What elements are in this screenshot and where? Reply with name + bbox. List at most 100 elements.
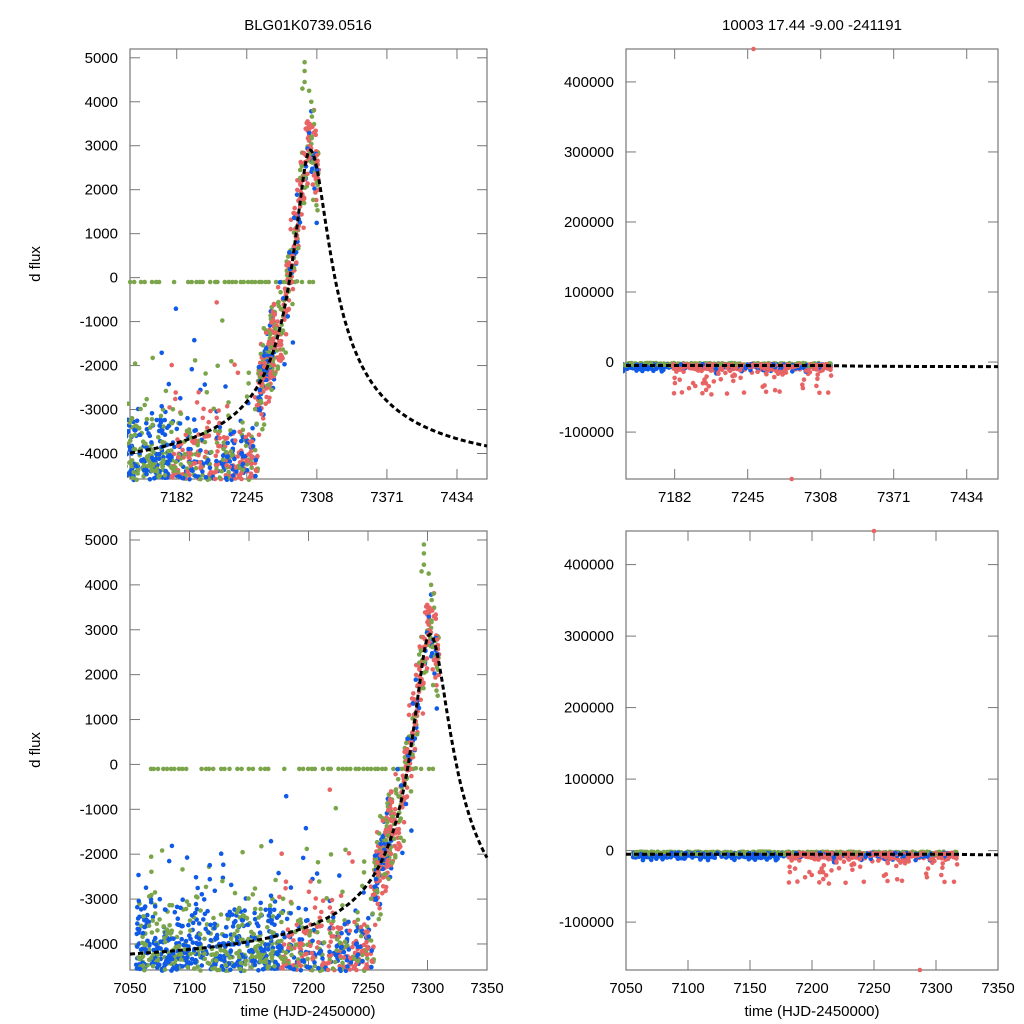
data-point-series_b bbox=[212, 921, 217, 927]
y-tick-label: -1000 bbox=[80, 801, 118, 818]
data-point-series_a bbox=[328, 852, 334, 857]
data-point-series_b bbox=[231, 920, 237, 925]
data-point-series_b bbox=[578, 363, 583, 368]
data-point-series_a bbox=[223, 449, 229, 455]
data-point-series_b bbox=[360, 958, 365, 964]
data-point-series_c bbox=[317, 915, 323, 921]
data-point-series_a bbox=[538, 364, 543, 369]
data-point-series_b bbox=[228, 882, 234, 888]
data-point-series_b bbox=[201, 917, 206, 922]
data-point-series_a bbox=[545, 361, 550, 366]
data-point-series_b bbox=[265, 947, 271, 952]
data-point-series_b bbox=[536, 363, 541, 368]
data-point-series_a bbox=[385, 833, 391, 838]
data-point-series_a bbox=[101, 280, 106, 285]
data-point-series_a bbox=[40, 469, 45, 474]
data-point-series_b bbox=[552, 364, 557, 369]
data-point-series_b bbox=[193, 901, 199, 907]
data-point-series_a bbox=[370, 911, 376, 916]
data-point-series_b bbox=[89, 470, 94, 475]
data-point-series_a bbox=[62, 441, 67, 446]
data-point-series_a bbox=[198, 476, 203, 482]
data-point-series_c bbox=[828, 373, 834, 378]
data-point-series_b bbox=[600, 364, 605, 369]
data-point-series_b bbox=[595, 366, 600, 371]
data-point-series_a bbox=[204, 922, 210, 927]
data-point-series_b bbox=[108, 466, 113, 471]
data-point-series_c bbox=[237, 429, 242, 435]
data-point-series_a bbox=[570, 363, 575, 368]
data-point-series_a bbox=[536, 362, 541, 367]
data-point-series_a bbox=[560, 363, 565, 368]
data-point-series_a bbox=[258, 906, 263, 912]
data-point-series_a bbox=[583, 363, 588, 368]
plot-frame bbox=[129, 530, 488, 971]
data-point-series_c bbox=[305, 135, 311, 141]
data-point-series_b bbox=[271, 907, 277, 913]
data-point-series_c bbox=[255, 453, 260, 459]
data-point-series_a bbox=[222, 279, 228, 285]
data-point-series_c bbox=[716, 370, 721, 376]
data-point-series_a bbox=[552, 362, 557, 367]
data-point-series_c bbox=[732, 372, 737, 378]
data-point-series_c bbox=[290, 286, 296, 292]
data-point-series_a bbox=[252, 279, 258, 285]
data-point-series_b bbox=[339, 944, 344, 950]
data-point-series_a bbox=[146, 923, 152, 928]
data-point-series_a bbox=[197, 932, 203, 937]
data-point-series_b bbox=[58, 477, 63, 482]
data-point-series_a bbox=[545, 362, 550, 367]
data-point-series_b bbox=[43, 459, 48, 464]
data-point-series_c bbox=[388, 824, 393, 829]
data-point-series_a bbox=[567, 363, 572, 368]
x-tick-label: 7308 bbox=[300, 489, 333, 506]
data-point-series_b bbox=[60, 444, 65, 449]
data-point-series_a bbox=[134, 424, 139, 429]
data-point-series_a bbox=[558, 361, 563, 366]
data-point-series_a bbox=[207, 279, 213, 285]
data-point-series_a bbox=[104, 462, 109, 467]
data-point-series_a bbox=[617, 363, 622, 368]
data-point-series_a bbox=[328, 766, 334, 772]
data-point-series_a bbox=[200, 279, 205, 285]
data-point-series_a bbox=[170, 407, 176, 412]
data-point-series_a bbox=[119, 472, 124, 477]
data-point-series_a bbox=[108, 467, 113, 472]
data-point-series_a bbox=[300, 925, 305, 930]
data-point-series_a bbox=[401, 838, 407, 844]
data-point-series_c bbox=[298, 189, 303, 194]
data-point-series_b bbox=[272, 922, 277, 928]
data-point-series_c bbox=[208, 469, 214, 475]
data-point-series_c bbox=[694, 362, 699, 368]
data-point-series_c bbox=[421, 680, 426, 686]
data-point-series_b bbox=[580, 362, 585, 367]
data-point-series_b bbox=[586, 365, 591, 370]
data-point-series_a bbox=[578, 363, 583, 368]
data-point-series_a bbox=[77, 378, 82, 383]
data-point-series_a bbox=[140, 953, 146, 959]
data-point-series_a bbox=[127, 471, 128, 475]
data-point-series_a bbox=[565, 363, 570, 368]
data-point-series_c bbox=[372, 922, 378, 928]
data-point-series_a bbox=[543, 361, 548, 366]
data-point-series_a bbox=[214, 951, 219, 956]
data-point-series_a bbox=[203, 884, 209, 890]
data-point-series_b bbox=[68, 446, 73, 451]
data-point-series_c bbox=[278, 338, 284, 344]
data-point-series_a bbox=[295, 918, 301, 924]
data-point-series_c bbox=[800, 385, 806, 391]
data-point-series_b bbox=[157, 423, 162, 428]
data-point-series_b bbox=[156, 456, 162, 462]
data-point-series_b bbox=[223, 475, 229, 481]
data-point-series_a bbox=[54, 467, 59, 472]
data-point-series_b bbox=[410, 701, 416, 706]
data-point-series_a bbox=[143, 441, 148, 447]
data-point-series_b bbox=[108, 469, 113, 474]
y-tick-label: 200000 bbox=[564, 700, 614, 717]
data-point-series_b bbox=[192, 337, 197, 343]
data-point-series_c bbox=[703, 387, 709, 393]
y-tick-label: 5000 bbox=[85, 532, 118, 549]
data-point-series_b bbox=[534, 363, 539, 368]
data-point-series_a bbox=[541, 363, 546, 368]
data-point-series_c bbox=[751, 46, 756, 52]
